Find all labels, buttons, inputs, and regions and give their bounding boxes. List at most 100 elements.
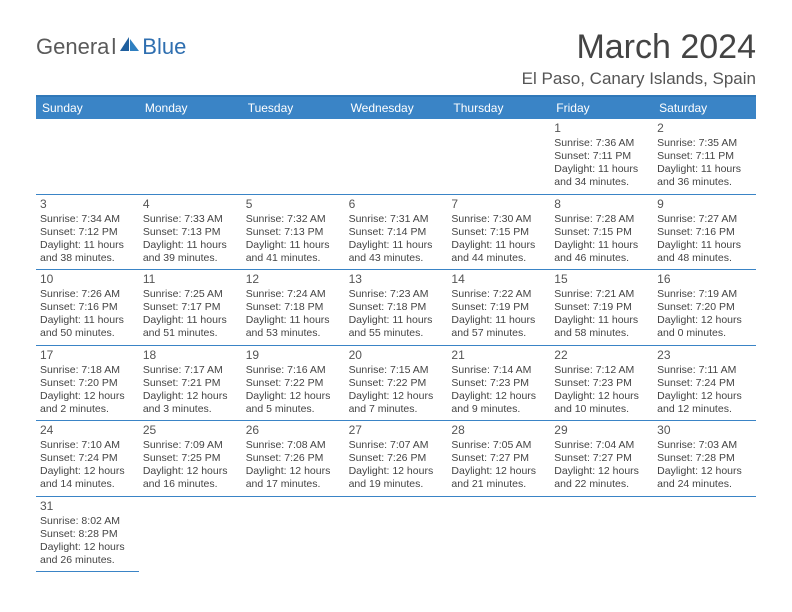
daylight-line: Daylight: 11 hours and 44 minutes. — [451, 239, 546, 265]
calendar-cell: 11Sunrise: 7:25 AMSunset: 7:17 PMDayligh… — [139, 270, 242, 346]
daylight-line: Daylight: 11 hours and 51 minutes. — [143, 314, 238, 340]
calendar-cell-empty — [139, 119, 242, 195]
sunset-line: Sunset: 7:19 PM — [451, 301, 546, 314]
sunset-line: Sunset: 7:24 PM — [40, 452, 135, 465]
sunrise-line: Sunrise: 7:14 AM — [451, 364, 546, 377]
daylight-line: Daylight: 12 hours and 9 minutes. — [451, 390, 546, 416]
daylight-line: Daylight: 12 hours and 0 minutes. — [657, 314, 752, 340]
calendar-cell-empty — [447, 119, 550, 195]
sunset-line: Sunset: 8:28 PM — [40, 528, 135, 541]
sunset-line: Sunset: 7:27 PM — [451, 452, 546, 465]
calendar-cell: 5Sunrise: 7:32 AMSunset: 7:13 PMDaylight… — [242, 195, 345, 271]
sunrise-line: Sunrise: 7:10 AM — [40, 439, 135, 452]
sunset-line: Sunset: 7:26 PM — [246, 452, 341, 465]
calendar-cell: 28Sunrise: 7:05 AMSunset: 7:27 PMDayligh… — [447, 421, 550, 497]
calendar-cell: 26Sunrise: 7:08 AMSunset: 7:26 PMDayligh… — [242, 421, 345, 497]
sunset-line: Sunset: 7:19 PM — [554, 301, 649, 314]
day-number: 15 — [554, 272, 649, 287]
sunset-line: Sunset: 7:24 PM — [657, 377, 752, 390]
sunset-line: Sunset: 7:13 PM — [143, 226, 238, 239]
sunset-line: Sunset: 7:23 PM — [554, 377, 649, 390]
day-number: 4 — [143, 197, 238, 212]
sunrise-line: Sunrise: 7:18 AM — [40, 364, 135, 377]
calendar-cell: 9Sunrise: 7:27 AMSunset: 7:16 PMDaylight… — [653, 195, 756, 271]
calendar-cell: 25Sunrise: 7:09 AMSunset: 7:25 PMDayligh… — [139, 421, 242, 497]
daylight-line: Daylight: 11 hours and 48 minutes. — [657, 239, 752, 265]
weekday-header: Saturday — [653, 97, 756, 119]
sunset-line: Sunset: 7:17 PM — [143, 301, 238, 314]
sunrise-line: Sunrise: 7:35 AM — [657, 137, 752, 150]
daylight-line: Daylight: 11 hours and 50 minutes. — [40, 314, 135, 340]
sunset-line: Sunset: 7:15 PM — [554, 226, 649, 239]
daylight-line: Daylight: 12 hours and 22 minutes. — [554, 465, 649, 491]
daylight-line: Daylight: 12 hours and 17 minutes. — [246, 465, 341, 491]
day-number: 17 — [40, 348, 135, 363]
day-number: 5 — [246, 197, 341, 212]
sunset-line: Sunset: 7:16 PM — [657, 226, 752, 239]
sunrise-line: Sunrise: 7:12 AM — [554, 364, 649, 377]
day-number: 26 — [246, 423, 341, 438]
logo-text-l: l — [111, 34, 116, 60]
sunset-line: Sunset: 7:28 PM — [657, 452, 752, 465]
sunrise-line: Sunrise: 7:24 AM — [246, 288, 341, 301]
calendar-cell: 24Sunrise: 7:10 AMSunset: 7:24 PMDayligh… — [36, 421, 139, 497]
day-number: 22 — [554, 348, 649, 363]
logo-text-general: Genera — [36, 34, 109, 60]
day-number: 31 — [40, 499, 135, 514]
calendar-cell: 4Sunrise: 7:33 AMSunset: 7:13 PMDaylight… — [139, 195, 242, 271]
sunset-line: Sunset: 7:20 PM — [40, 377, 135, 390]
sunrise-line: Sunrise: 7:28 AM — [554, 213, 649, 226]
day-number: 27 — [349, 423, 444, 438]
sunrise-line: Sunrise: 7:25 AM — [143, 288, 238, 301]
day-number: 23 — [657, 348, 752, 363]
calendar-cell: 8Sunrise: 7:28 AMSunset: 7:15 PMDaylight… — [550, 195, 653, 271]
day-number: 29 — [554, 423, 649, 438]
daylight-line: Daylight: 12 hours and 21 minutes. — [451, 465, 546, 491]
day-number: 10 — [40, 272, 135, 287]
day-number: 21 — [451, 348, 546, 363]
day-number: 18 — [143, 348, 238, 363]
day-number: 6 — [349, 197, 444, 212]
sunset-line: Sunset: 7:23 PM — [451, 377, 546, 390]
day-number: 13 — [349, 272, 444, 287]
day-number: 8 — [554, 197, 649, 212]
calendar-cell: 31Sunrise: 8:02 AMSunset: 8:28 PMDayligh… — [36, 497, 139, 573]
calendar-cell: 23Sunrise: 7:11 AMSunset: 7:24 PMDayligh… — [653, 346, 756, 422]
sunrise-line: Sunrise: 7:17 AM — [143, 364, 238, 377]
sunset-line: Sunset: 7:14 PM — [349, 226, 444, 239]
daylight-line: Daylight: 11 hours and 38 minutes. — [40, 239, 135, 265]
day-number: 12 — [246, 272, 341, 287]
logo: General Blue — [36, 34, 186, 60]
sunset-line: Sunset: 7:16 PM — [40, 301, 135, 314]
daylight-line: Daylight: 12 hours and 5 minutes. — [246, 390, 341, 416]
sunrise-line: Sunrise: 7:05 AM — [451, 439, 546, 452]
day-number: 1 — [554, 121, 649, 136]
weekday-header: Friday — [550, 97, 653, 119]
sunrise-line: Sunrise: 7:22 AM — [451, 288, 546, 301]
daylight-line: Daylight: 11 hours and 41 minutes. — [246, 239, 341, 265]
daylight-line: Daylight: 11 hours and 46 minutes. — [554, 239, 649, 265]
daylight-line: Daylight: 11 hours and 57 minutes. — [451, 314, 546, 340]
sunrise-line: Sunrise: 7:19 AM — [657, 288, 752, 301]
sunset-line: Sunset: 7:18 PM — [246, 301, 341, 314]
calendar-cell: 3Sunrise: 7:34 AMSunset: 7:12 PMDaylight… — [36, 195, 139, 271]
title-block: March 2024 El Paso, Canary Islands, Spai… — [522, 28, 756, 89]
daylight-line: Daylight: 12 hours and 12 minutes. — [657, 390, 752, 416]
calendar-cell: 7Sunrise: 7:30 AMSunset: 7:15 PMDaylight… — [447, 195, 550, 271]
day-number: 7 — [451, 197, 546, 212]
logo-text-blue: Blue — [142, 34, 186, 60]
sunrise-line: Sunrise: 7:31 AM — [349, 213, 444, 226]
location-text: El Paso, Canary Islands, Spain — [522, 69, 756, 89]
daylight-line: Daylight: 12 hours and 26 minutes. — [40, 541, 135, 567]
calendar-grid: SundayMondayTuesdayWednesdayThursdayFrid… — [36, 95, 756, 572]
sunrise-line: Sunrise: 7:15 AM — [349, 364, 444, 377]
daylight-line: Daylight: 12 hours and 19 minutes. — [349, 465, 444, 491]
sunrise-line: Sunrise: 7:16 AM — [246, 364, 341, 377]
calendar-cell: 27Sunrise: 7:07 AMSunset: 7:26 PMDayligh… — [345, 421, 448, 497]
weekday-header: Wednesday — [345, 97, 448, 119]
calendar-cell: 17Sunrise: 7:18 AMSunset: 7:20 PMDayligh… — [36, 346, 139, 422]
sunset-line: Sunset: 7:20 PM — [657, 301, 752, 314]
weekday-header: Sunday — [36, 97, 139, 119]
daylight-line: Daylight: 12 hours and 7 minutes. — [349, 390, 444, 416]
day-number: 24 — [40, 423, 135, 438]
